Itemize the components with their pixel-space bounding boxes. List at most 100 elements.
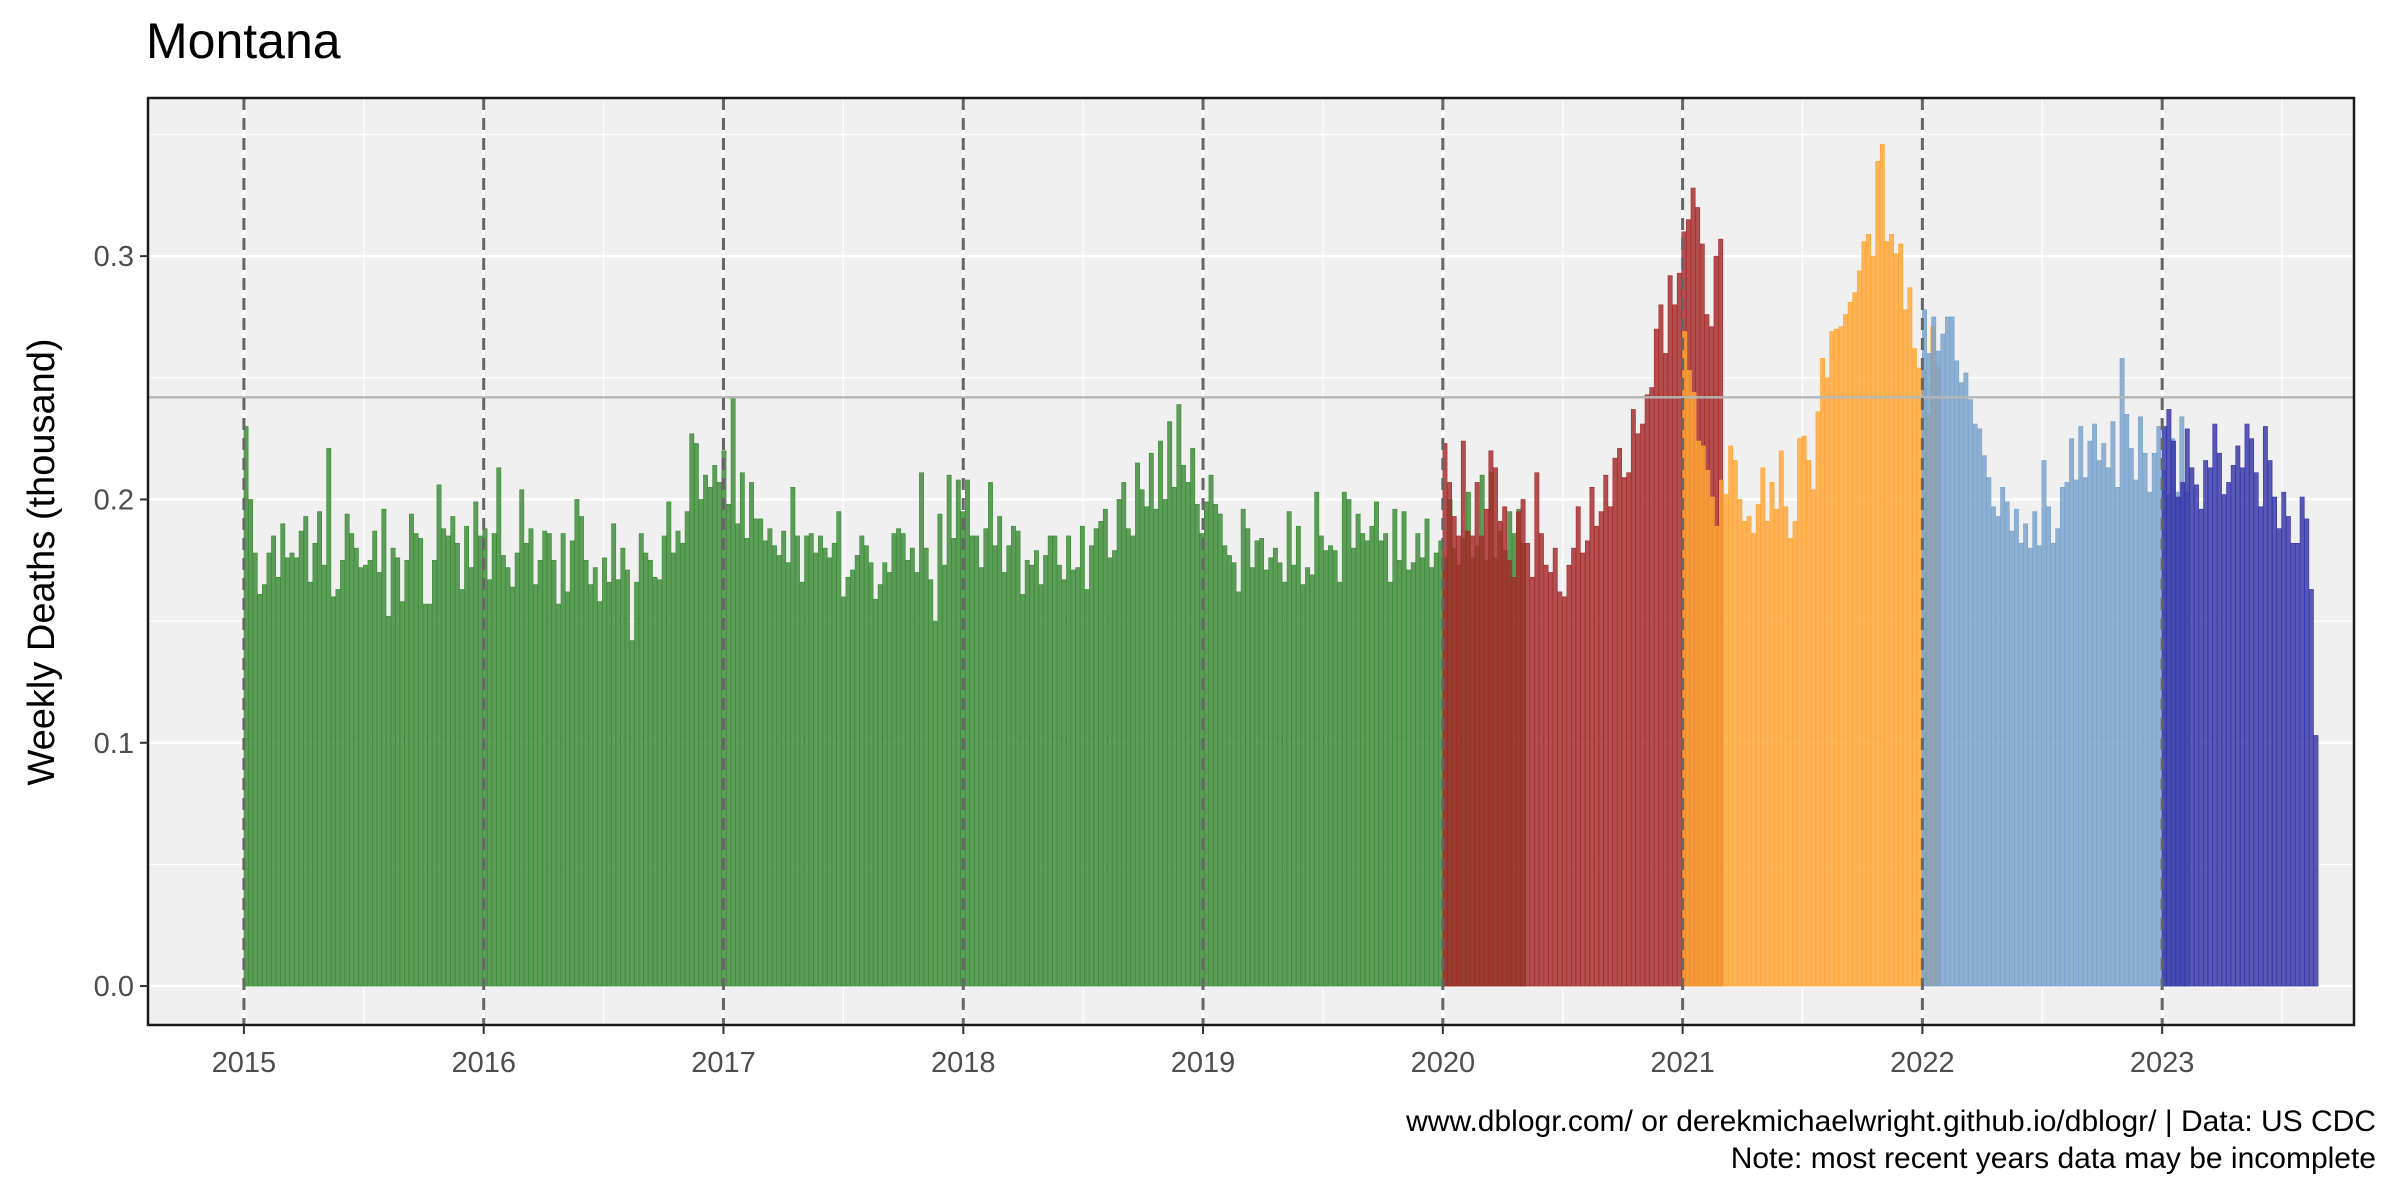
bar bbox=[1185, 482, 1191, 987]
bar bbox=[739, 472, 745, 987]
bar bbox=[454, 542, 460, 987]
bar bbox=[2078, 426, 2084, 987]
bar bbox=[1820, 358, 1826, 987]
bar bbox=[1263, 569, 1269, 987]
bar bbox=[1520, 499, 1526, 987]
bar bbox=[684, 511, 690, 987]
bar bbox=[1227, 555, 1232, 987]
bar bbox=[1870, 255, 1876, 987]
bar bbox=[1760, 467, 1766, 987]
bar bbox=[321, 564, 327, 987]
bar bbox=[2212, 423, 2218, 987]
bar bbox=[1465, 530, 1471, 987]
bar bbox=[1456, 535, 1462, 987]
bar bbox=[1810, 489, 1816, 987]
bar bbox=[822, 547, 828, 987]
axes: 0.0 0.1 0.2 0.3 2015 2016 2017 2018 2019 2020 2021… bbox=[94, 241, 2195, 1079]
bar bbox=[1755, 504, 1761, 987]
bar bbox=[1783, 506, 1789, 987]
bar bbox=[1676, 272, 1682, 987]
bar bbox=[482, 528, 488, 987]
bar bbox=[1557, 591, 1563, 987]
bar bbox=[1415, 533, 1421, 987]
bar bbox=[965, 479, 970, 987]
bar bbox=[1534, 472, 1540, 987]
bar bbox=[1047, 535, 1053, 987]
bar bbox=[1884, 241, 1890, 987]
bar bbox=[1949, 316, 1955, 987]
bar bbox=[854, 555, 860, 987]
bar bbox=[1204, 501, 1209, 987]
bar bbox=[1341, 491, 1347, 987]
bar bbox=[1566, 564, 1572, 987]
bar bbox=[1061, 579, 1067, 987]
bar bbox=[928, 579, 934, 987]
bar bbox=[1190, 448, 1196, 987]
bar bbox=[2175, 496, 2181, 987]
bar bbox=[395, 557, 401, 987]
bar bbox=[2059, 486, 2065, 987]
bar bbox=[2198, 508, 2204, 987]
bar bbox=[1562, 596, 1567, 987]
bar bbox=[418, 538, 424, 987]
bar bbox=[1893, 253, 1899, 987]
bar bbox=[863, 545, 869, 987]
bar bbox=[2262, 426, 2268, 987]
bar bbox=[1121, 482, 1127, 987]
bar bbox=[1378, 540, 1384, 987]
bar bbox=[1598, 511, 1604, 987]
bar bbox=[1792, 521, 1798, 987]
y-tick-label: 0.2 bbox=[94, 484, 134, 516]
bar bbox=[1364, 540, 1370, 987]
bar bbox=[1460, 440, 1466, 987]
bar bbox=[2050, 542, 2056, 987]
bar bbox=[1548, 572, 1554, 987]
bar bbox=[1986, 477, 1992, 987]
bar bbox=[275, 577, 281, 987]
bar bbox=[2046, 506, 2052, 987]
bar bbox=[946, 474, 952, 987]
bar bbox=[1442, 443, 1448, 987]
bar bbox=[2101, 443, 2107, 987]
bar bbox=[1995, 516, 2001, 987]
bar bbox=[2156, 426, 2162, 987]
bar bbox=[1024, 559, 1030, 987]
bar bbox=[326, 448, 332, 987]
bar bbox=[2276, 528, 2282, 987]
bar bbox=[468, 567, 474, 987]
bar bbox=[1020, 594, 1026, 987]
caption-source: www.dblogr.com/ or derekmichaelwright.gi… bbox=[1405, 1105, 2376, 1138]
bar bbox=[597, 601, 603, 987]
bar bbox=[1493, 467, 1498, 987]
bar bbox=[2082, 477, 2088, 987]
bar bbox=[1898, 243, 1904, 987]
bar bbox=[762, 540, 768, 987]
bar bbox=[1875, 160, 1881, 987]
bar bbox=[1217, 513, 1223, 987]
bar bbox=[1318, 535, 1324, 987]
bar bbox=[978, 567, 984, 987]
bar bbox=[689, 433, 695, 987]
bar bbox=[2110, 421, 2116, 987]
bar bbox=[1861, 241, 1867, 987]
bar bbox=[1589, 486, 1595, 987]
bar bbox=[1176, 404, 1182, 987]
bar bbox=[1621, 477, 1627, 987]
bar bbox=[1167, 421, 1173, 987]
bar bbox=[1506, 559, 1512, 987]
bar bbox=[923, 547, 929, 987]
bar bbox=[560, 533, 566, 987]
bar bbox=[2253, 472, 2259, 987]
bar bbox=[390, 547, 396, 987]
bar bbox=[1052, 535, 1058, 987]
bar bbox=[670, 552, 676, 987]
bar bbox=[772, 545, 777, 987]
bar bbox=[510, 586, 515, 987]
bar bbox=[464, 525, 470, 987]
overlay-lines bbox=[148, 98, 2354, 1025]
bar bbox=[376, 572, 382, 987]
bar bbox=[611, 523, 617, 987]
bar bbox=[813, 552, 819, 987]
bar bbox=[1696, 440, 1701, 987]
x-tick-label: 2015 bbox=[212, 1047, 277, 1079]
